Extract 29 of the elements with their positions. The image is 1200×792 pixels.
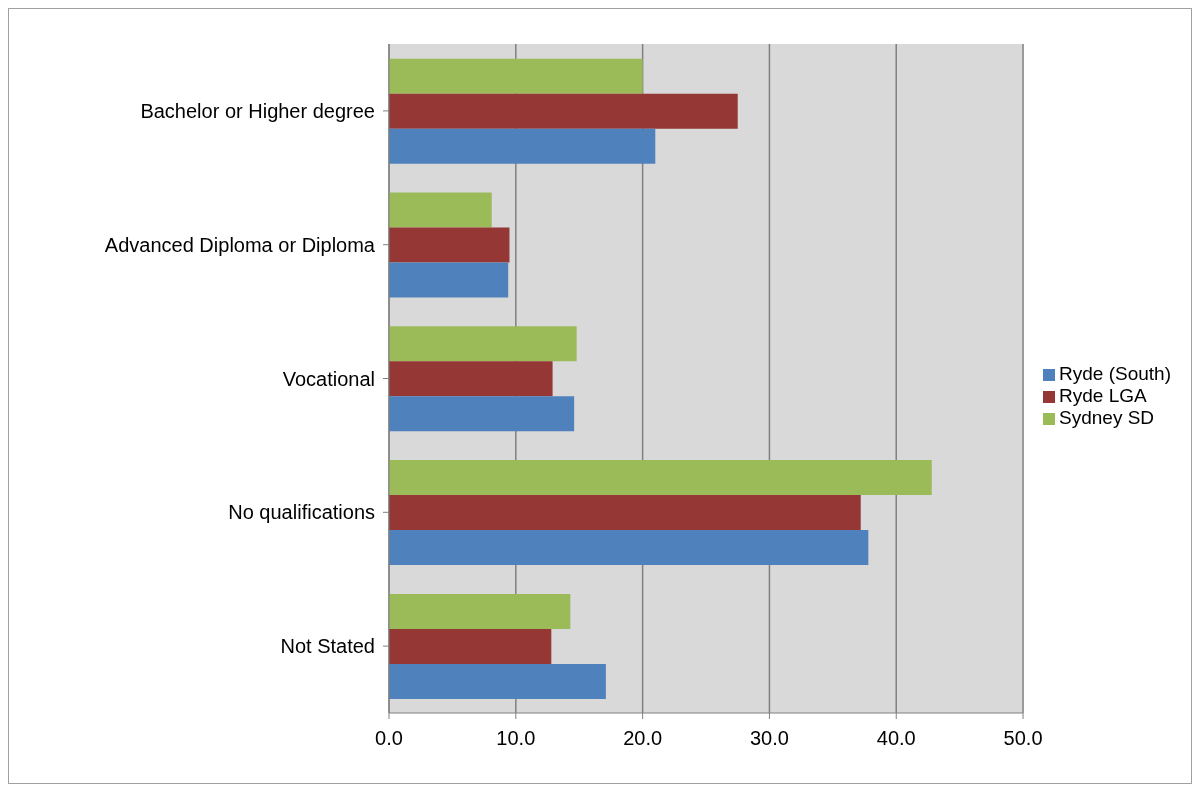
bar xyxy=(389,227,510,263)
bar xyxy=(389,326,577,362)
bar xyxy=(389,396,575,432)
y-tick-label: No qualifications xyxy=(228,501,375,524)
x-tick-label: 10.0 xyxy=(496,727,536,750)
bar xyxy=(389,628,552,664)
x-tick-label: 20.0 xyxy=(623,727,663,750)
bar xyxy=(389,460,932,496)
x-tick-label: 30.0 xyxy=(749,727,789,750)
bar xyxy=(389,593,571,629)
y-tick-label: Vocational xyxy=(282,367,375,390)
y-tick-label: Advanced Diploma or Diploma xyxy=(104,233,376,256)
y-tick-label: Bachelor or Higher degree xyxy=(140,100,375,122)
legend-label: Ryde LGA xyxy=(1059,385,1147,406)
x-tick-label: 50.0 xyxy=(1003,727,1043,750)
bar xyxy=(389,192,492,228)
bar xyxy=(389,495,861,531)
bar xyxy=(389,93,738,129)
bar xyxy=(389,530,869,566)
x-tick-label: 40.0 xyxy=(876,727,916,750)
y-tick-label: Not Stated xyxy=(280,635,375,658)
legend-label: Sydney SD xyxy=(1059,407,1155,428)
bar xyxy=(389,361,553,397)
bar xyxy=(389,262,509,298)
legend-label: Ryde (South) xyxy=(1059,363,1171,384)
bar xyxy=(389,128,656,164)
x-tick-label: 0.0 xyxy=(375,727,403,750)
bar xyxy=(389,58,643,94)
bar xyxy=(389,663,606,699)
